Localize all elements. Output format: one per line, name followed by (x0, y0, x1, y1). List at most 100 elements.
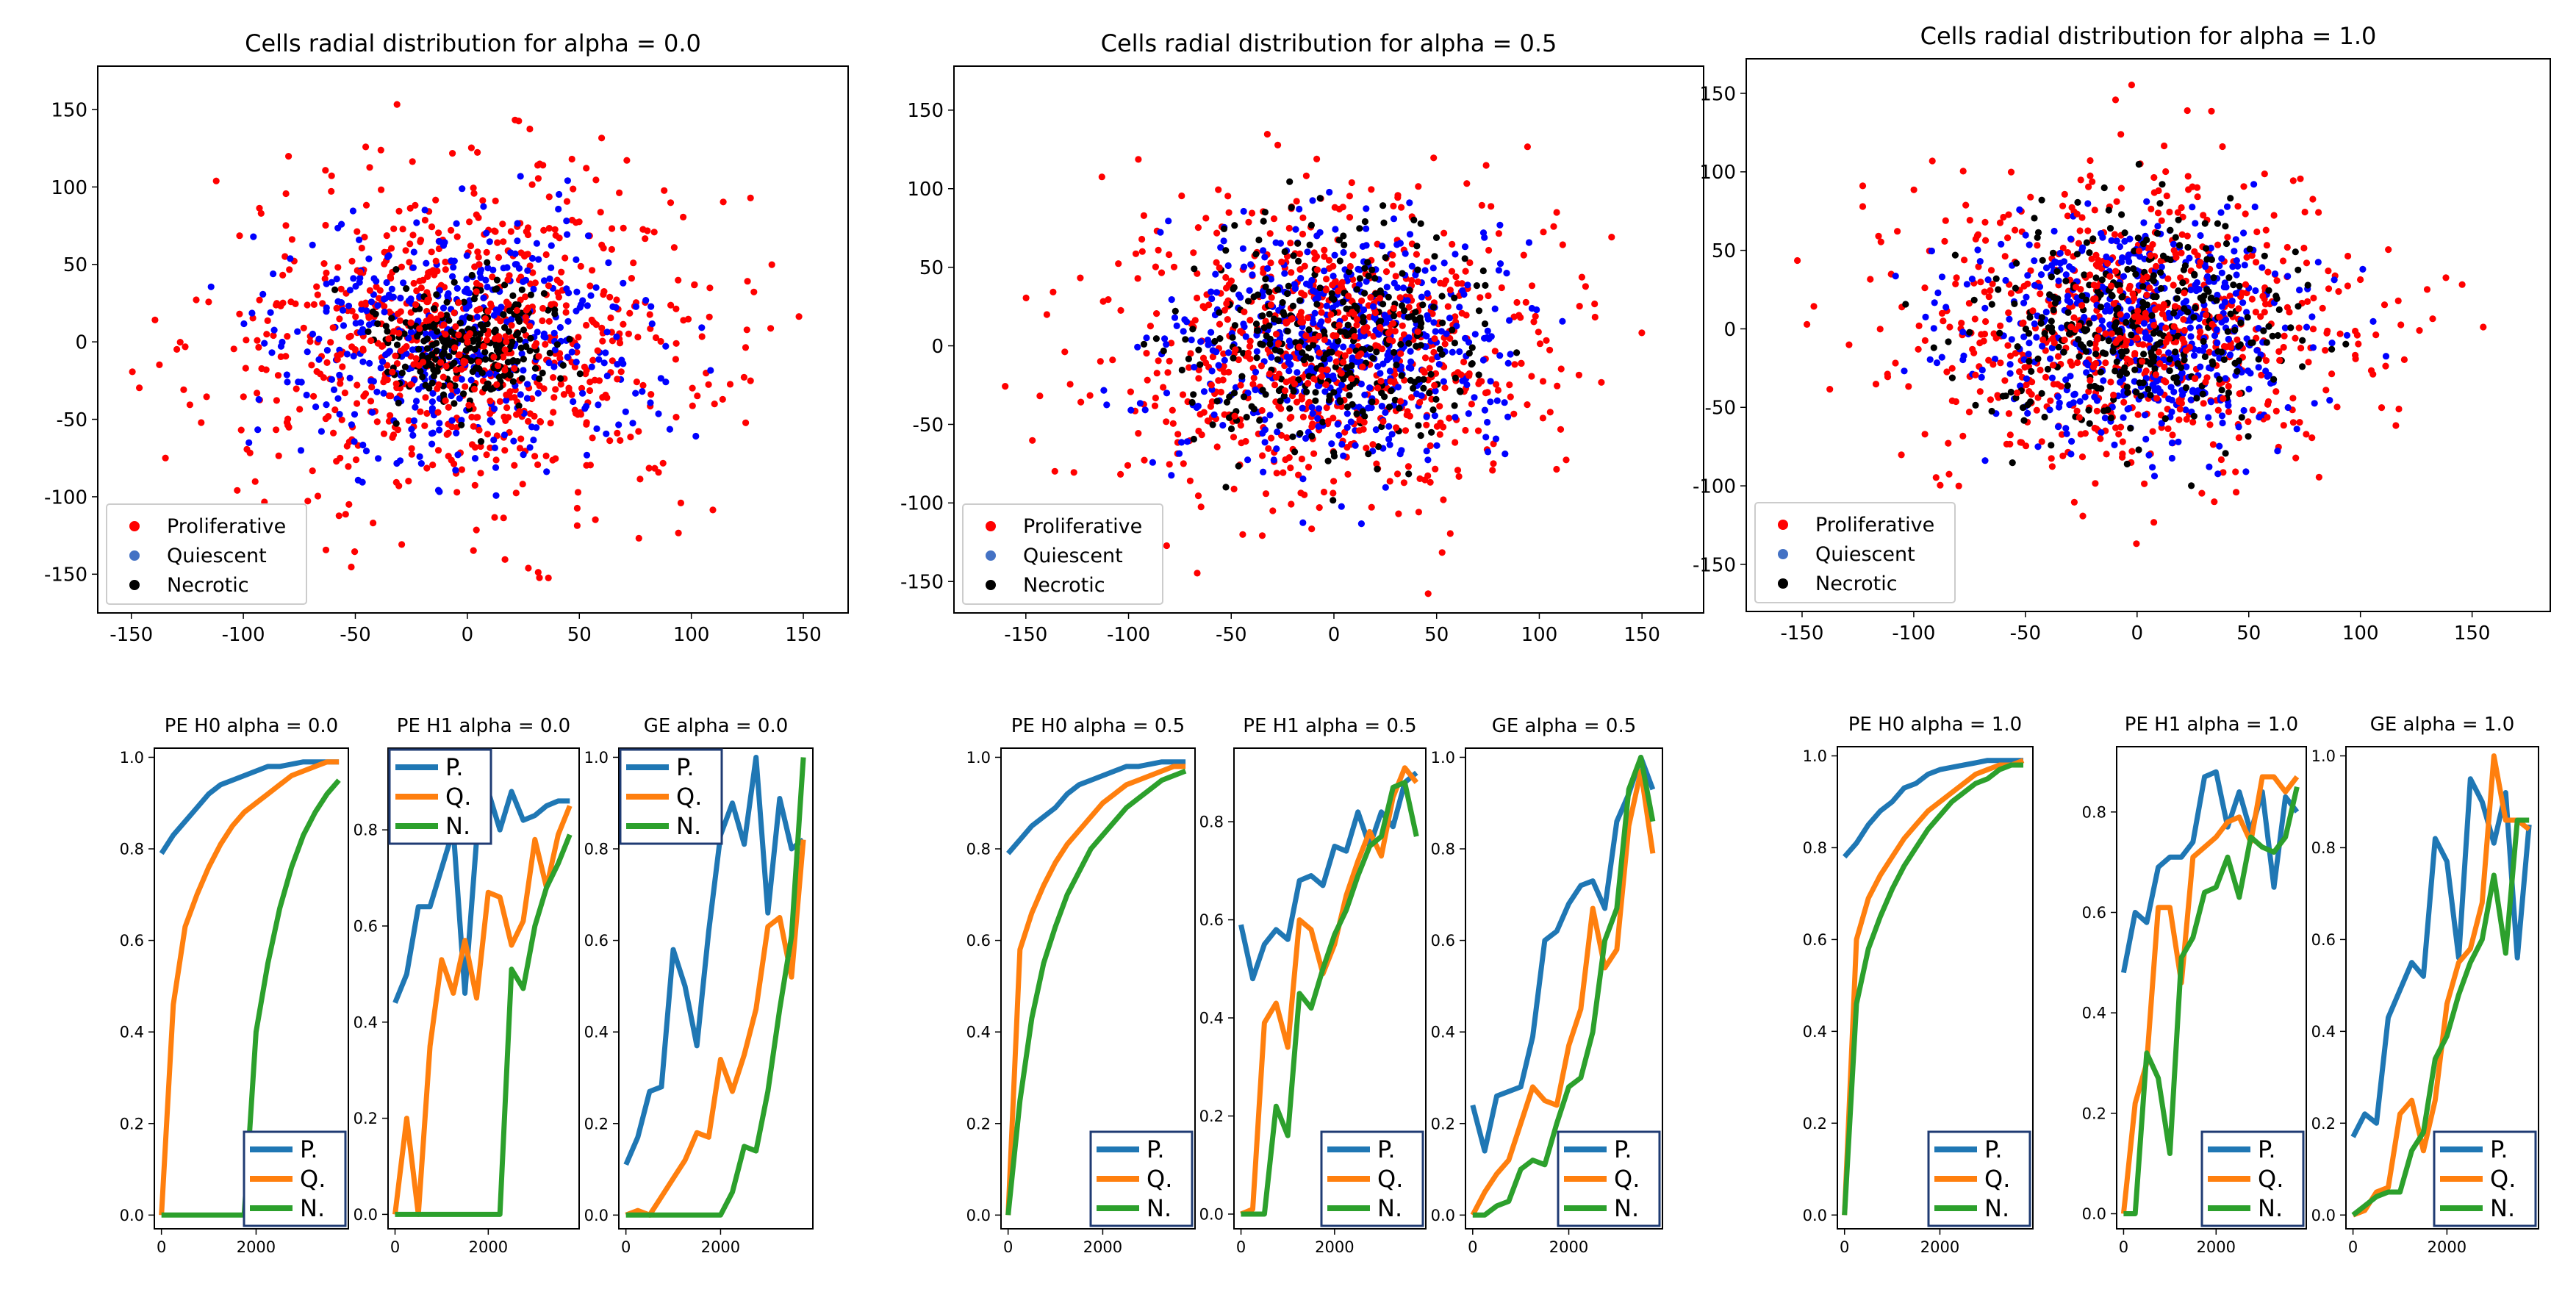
data-point-necrotic (1260, 324, 1268, 331)
data-point-proliferative (314, 492, 322, 500)
data-point-proliferative (684, 315, 692, 323)
data-point-proliferative (2220, 469, 2227, 476)
data-point-proliferative (2253, 228, 2261, 236)
data-point-quiescent (1487, 398, 1494, 406)
data-point-proliferative (1872, 381, 1880, 388)
data-point-proliferative (1952, 280, 1959, 287)
data-point-quiescent (377, 365, 384, 372)
data-point-quiescent (453, 429, 460, 437)
data-point-necrotic (2224, 328, 2231, 335)
data-point-proliferative (1945, 439, 1952, 447)
data-point-quiescent (334, 395, 342, 402)
data-point-necrotic (1366, 345, 1374, 353)
data-point-proliferative (2147, 252, 2154, 259)
data-point-necrotic (2092, 351, 2100, 358)
data-point-proliferative (345, 334, 353, 341)
data-point-quiescent (1406, 231, 1414, 238)
data-point-proliferative (1386, 478, 1393, 485)
data-point-proliferative (1380, 417, 1387, 426)
data-point-necrotic (2236, 282, 2243, 290)
data-point-quiescent (2218, 269, 2225, 276)
data-point-proliferative (376, 287, 384, 294)
data-point-proliferative (453, 233, 461, 240)
data-point-proliferative (2087, 172, 2094, 179)
data-point-proliferative (545, 225, 553, 232)
data-point-proliferative (2352, 351, 2359, 359)
data-point-necrotic (2214, 220, 2221, 227)
data-point-necrotic (395, 399, 402, 407)
data-point-quiescent (382, 351, 390, 359)
data-point-quiescent (1361, 391, 1368, 398)
data-point-proliferative (2185, 186, 2192, 193)
data-point-proliferative (519, 481, 526, 488)
data-point-quiescent (1224, 262, 1232, 270)
data-point-quiescent (1424, 456, 1432, 464)
data-point-proliferative (2119, 451, 2126, 458)
data-point-proliferative (1510, 313, 1518, 320)
data-point-necrotic (539, 369, 546, 377)
data-point-proliferative (1393, 424, 1400, 431)
data-point-proliferative (742, 419, 750, 426)
data-point-proliferative (477, 442, 484, 451)
data-point-quiescent (295, 378, 302, 386)
x-tick-label: -100 (222, 624, 265, 646)
data-point-necrotic (2166, 367, 2173, 374)
data-point-proliferative (251, 478, 259, 485)
data-point-proliferative (634, 334, 642, 341)
data-point-proliferative (2159, 310, 2166, 317)
data-point-proliferative (413, 287, 420, 295)
data-point-necrotic (2086, 420, 2093, 427)
data-point-quiescent (1335, 387, 1343, 395)
data-point-necrotic (1385, 403, 1393, 411)
data-point-proliferative (1898, 451, 1905, 459)
data-point-proliferative (1134, 275, 1141, 282)
data-point-necrotic (2265, 287, 2272, 294)
data-point-proliferative (2001, 377, 2009, 384)
data-point-proliferative (386, 308, 393, 315)
data-point-quiescent (528, 423, 536, 431)
data-point-quiescent (2252, 287, 2259, 295)
data-point-quiescent (666, 426, 674, 433)
plot-frame (1746, 58, 2551, 612)
data-point-proliferative (1194, 294, 1201, 302)
data-point-proliferative (1349, 276, 1357, 283)
data-point-proliferative (2252, 309, 2259, 316)
data-point-quiescent (2170, 388, 2178, 395)
data-point-proliferative (1066, 381, 1074, 388)
data-point-proliferative (377, 146, 384, 154)
data-point-quiescent (489, 266, 497, 273)
data-point-proliferative (328, 172, 335, 179)
data-point-quiescent (2002, 276, 2009, 284)
data-point-quiescent (2076, 398, 2084, 405)
scatter-points (1002, 131, 1646, 597)
data-point-quiescent (1287, 342, 1294, 349)
data-point-necrotic (2048, 328, 2056, 335)
data-point-proliferative (2059, 202, 2067, 209)
data-point-necrotic (1332, 363, 1339, 370)
data-point-proliferative (556, 355, 564, 362)
data-point-quiescent (2048, 374, 2056, 381)
plot-frame (154, 747, 349, 1230)
data-point-necrotic (1451, 294, 1458, 301)
data-point-proliferative (1227, 277, 1235, 284)
data-point-proliferative (2112, 96, 2120, 104)
data-point-necrotic (2225, 274, 2233, 281)
data-point-proliferative (2073, 407, 2081, 414)
data-point-quiescent (1286, 353, 1294, 361)
data-point-proliferative (2328, 370, 2336, 378)
data-point-proliferative (1976, 388, 1984, 395)
data-point-proliferative (484, 331, 492, 338)
data-point-proliferative (331, 406, 339, 414)
data-point-quiescent (2240, 229, 2247, 237)
data-point-necrotic (401, 330, 408, 337)
data-point-proliferative (406, 204, 414, 212)
data-point-quiescent (540, 277, 548, 284)
data-point-proliferative (395, 482, 403, 489)
data-point-quiescent (1165, 218, 1172, 225)
data-point-proliferative (1151, 402, 1159, 409)
data-point-proliferative (1430, 154, 1438, 162)
data-point-proliferative (2144, 244, 2151, 252)
data-point-necrotic (1252, 251, 1260, 258)
data-point-quiescent (1212, 270, 1219, 278)
data-point-proliferative (234, 487, 241, 494)
